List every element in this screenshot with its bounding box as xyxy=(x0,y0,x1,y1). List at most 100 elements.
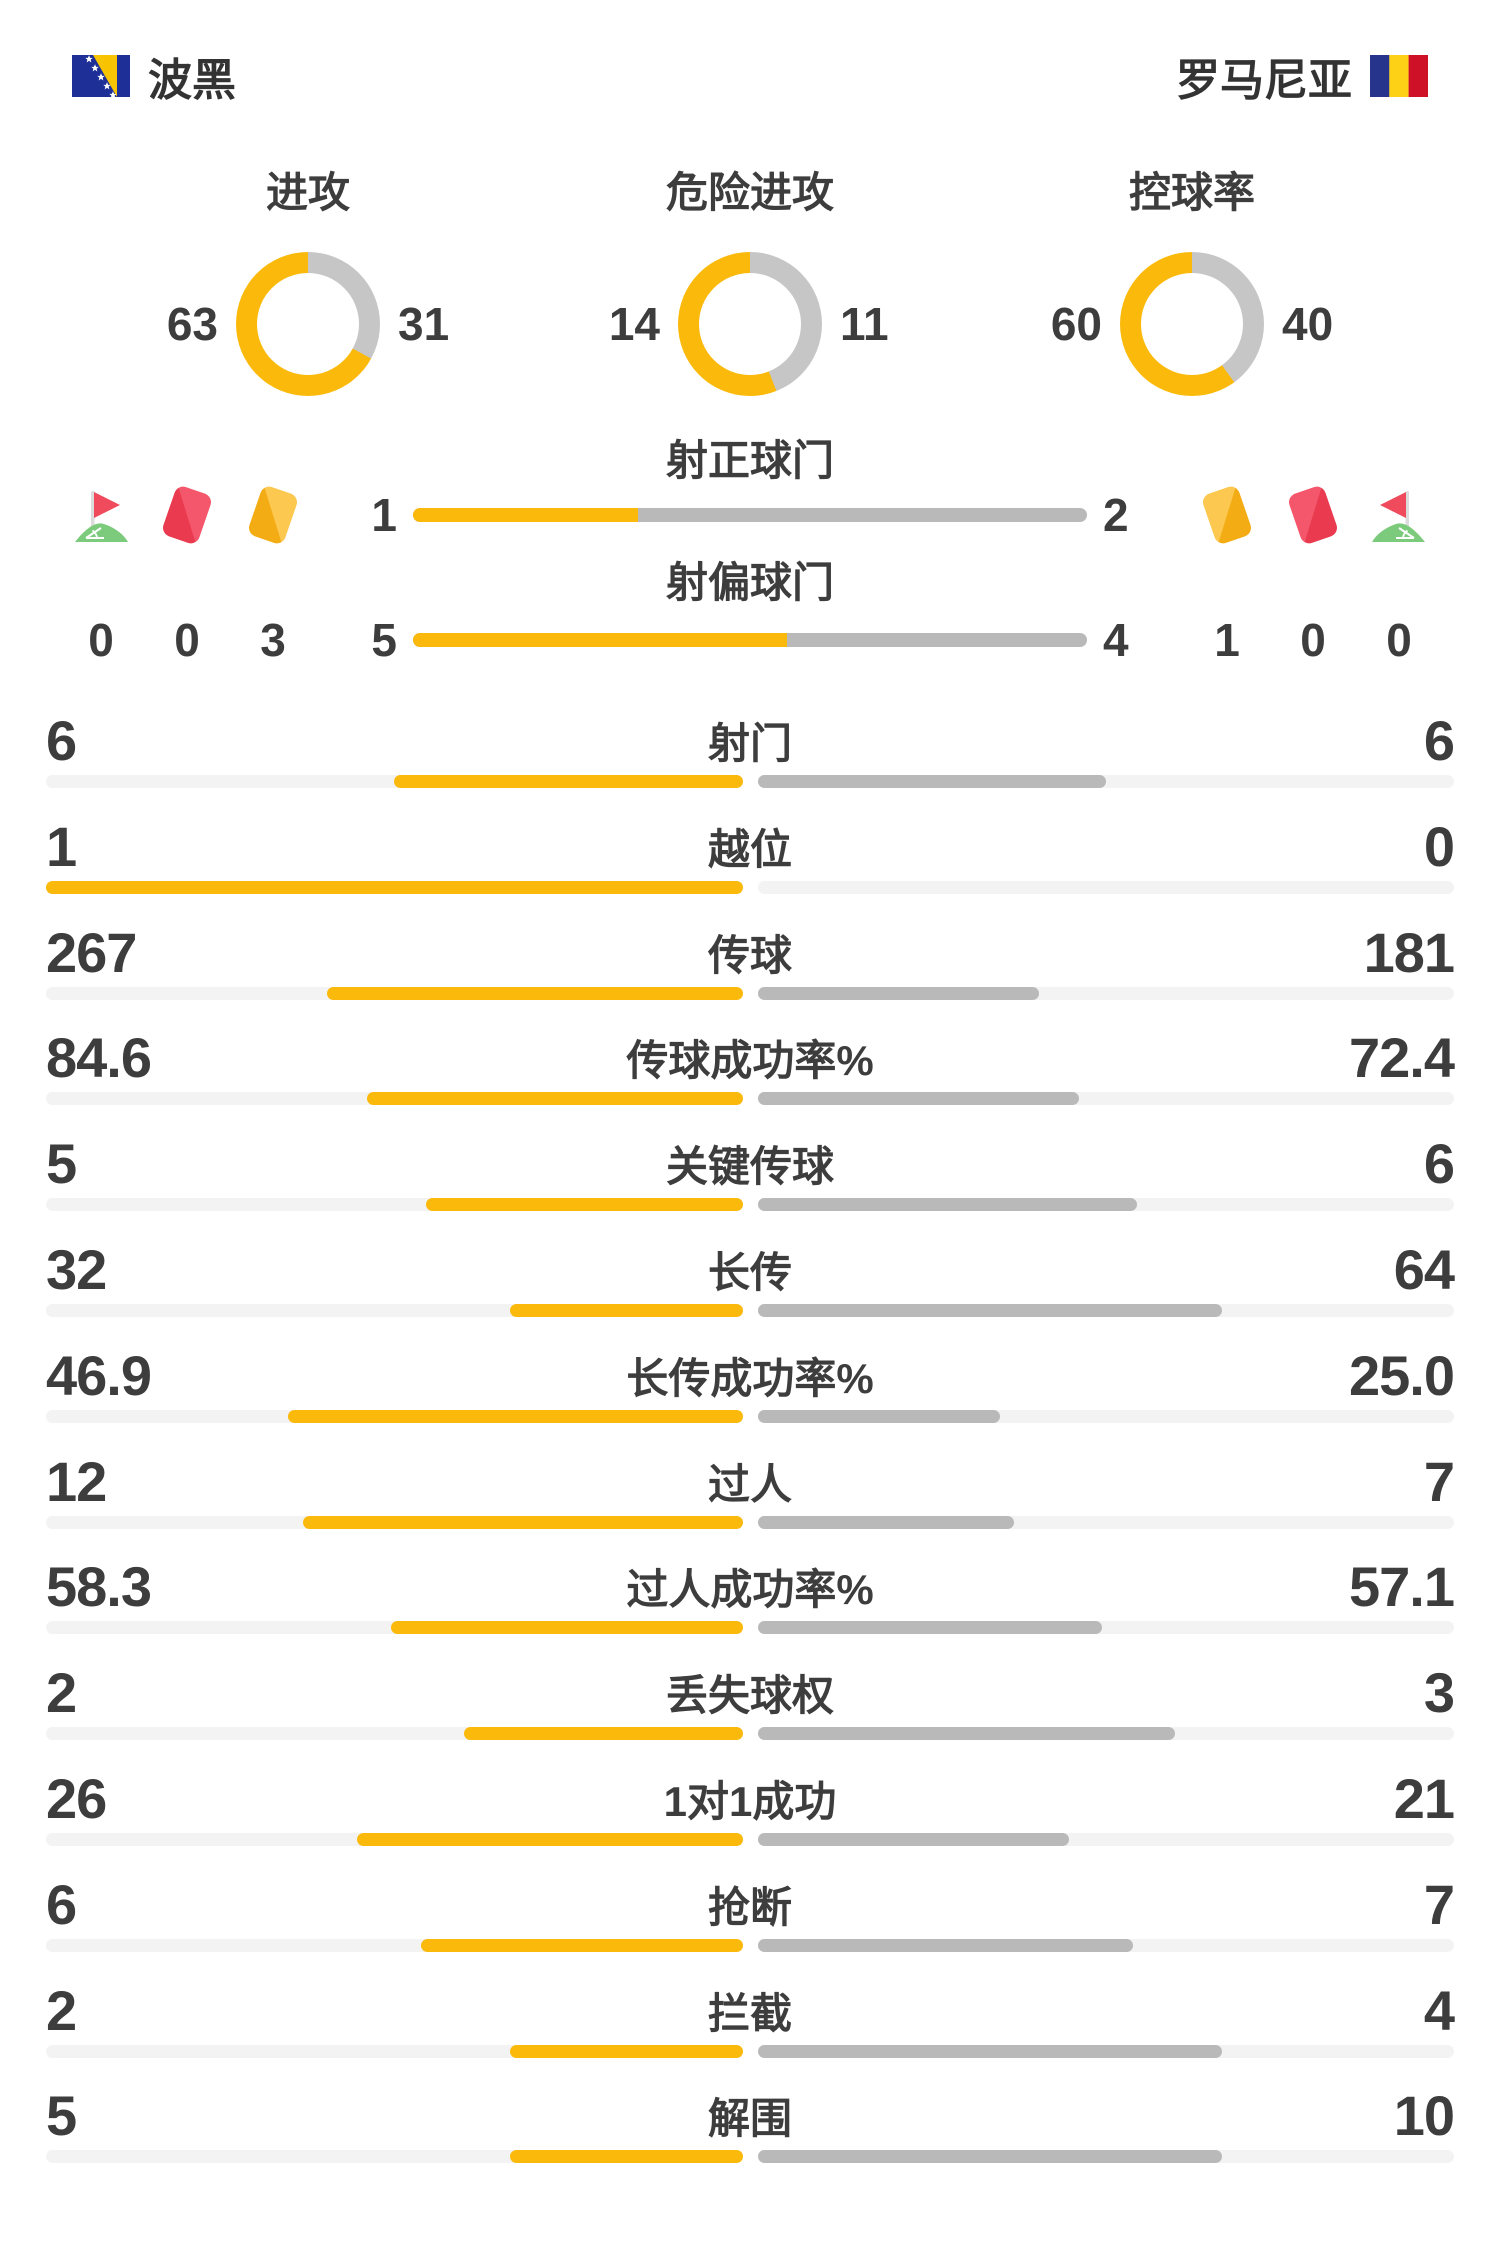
stat-bar-home-fill xyxy=(367,1092,743,1106)
shots-off-target-home: 5 xyxy=(371,614,397,666)
stat-away-value: 3 xyxy=(1423,1661,1455,1725)
stat-bar-away-track xyxy=(757,775,1454,788)
away-team-name: 罗马尼亚 xyxy=(1176,56,1352,105)
stat-bar-home-fill xyxy=(288,1409,743,1423)
card-count: 3 xyxy=(260,614,286,666)
stat-bar-home-fill xyxy=(510,2150,743,2164)
donut-away-value: 40 xyxy=(1282,298,1334,350)
stat-row: 1 越位 0 xyxy=(46,812,1455,918)
stat-label: 越位 xyxy=(707,825,792,873)
stat-home-value: 6 xyxy=(46,1872,77,1936)
card-count: 0 xyxy=(1386,614,1412,666)
donut-home-value: 60 xyxy=(1050,298,1102,350)
stat-away-value: 4 xyxy=(1423,1978,1455,2042)
stat-row: 2 丢失球权 3 xyxy=(46,1658,1455,1764)
stat-away-value: 7 xyxy=(1423,1449,1455,1513)
donut-chart xyxy=(678,252,822,396)
stat-bar-away-track xyxy=(757,1198,1454,1212)
stat-bar-home-track xyxy=(46,880,743,894)
stat-bar-away-track xyxy=(757,986,1454,1000)
shots-on-target-title: 射正球门 xyxy=(665,437,834,484)
home-discipline-icons xyxy=(72,484,302,546)
stat-label: 丢失球权 xyxy=(665,1672,834,1720)
stat-home-value: 12 xyxy=(46,1449,107,1513)
shots-section: 射正球门 1 2 xyxy=(0,438,1500,666)
red-card-icon xyxy=(1284,484,1342,546)
stat-bar-away-track xyxy=(757,1092,1454,1106)
donut-label: 危险进攻 xyxy=(665,169,834,216)
stat-row: 12 过人 7 xyxy=(46,1447,1455,1553)
stat-bar-home-track xyxy=(46,1303,743,1317)
donut-group: 控球率 60 40 xyxy=(1016,170,1368,396)
stat-bar-away-fill xyxy=(757,1832,1069,1846)
stat-label: 过人成功率% xyxy=(626,1566,874,1614)
stat-bar-home-track xyxy=(46,986,743,1000)
stat-label: 过人 xyxy=(707,1460,792,1508)
stat-label: 拦截 xyxy=(707,1989,792,2037)
stat-bar-home-track xyxy=(46,1092,743,1106)
stat-row: 267 传球 181 xyxy=(46,918,1455,1024)
stat-bar xyxy=(46,2044,1454,2058)
stat-bar-home-fill xyxy=(357,1832,743,1846)
stat-bar-home-track xyxy=(46,1621,743,1635)
stat-home-value: 58.3 xyxy=(46,1555,152,1619)
away-discipline-icons xyxy=(1198,484,1428,546)
stat-home-value: 2 xyxy=(46,1978,77,2042)
stat-home-value: 46.9 xyxy=(46,1343,152,1407)
shots-off-target-away: 4 xyxy=(1103,614,1129,666)
shots-off-target-bar-home xyxy=(413,633,788,647)
stat-bar-home-track xyxy=(46,1938,743,1952)
stat-away-value: 10 xyxy=(1393,2084,1455,2148)
stat-label: 解围 xyxy=(707,2095,792,2143)
shots-on-target-home: 1 xyxy=(371,489,397,541)
stat-bar-home-fill xyxy=(510,2044,743,2058)
stat-bar-away-track xyxy=(757,1303,1454,1317)
stat-away-value: 25.0 xyxy=(1349,1343,1455,1407)
stat-bar-home-track xyxy=(46,1832,743,1846)
stat-row: 26 1对1成功 21 xyxy=(46,1764,1455,1870)
donut-section: 进攻 63 31 危险进攻 14 11 控球率 60 40 xyxy=(0,170,1500,396)
stat-away-value: 6 xyxy=(1423,1132,1455,1196)
away-discipline-counts: 1 0 0 xyxy=(1198,613,1428,667)
corner-flag-icon xyxy=(1370,484,1428,546)
stat-row: 46.9 长传成功率% 25.0 xyxy=(46,1341,1455,1447)
shots-off-target-bar xyxy=(413,633,1087,647)
home-discipline-counts: 0 0 3 xyxy=(72,613,302,667)
home-team-name: 波黑 xyxy=(148,56,236,105)
stat-label: 抢断 xyxy=(707,1883,792,1931)
stat-away-value: 64 xyxy=(1393,1237,1455,1301)
stat-home-value: 6 xyxy=(46,709,77,772)
stat-label: 关键传球 xyxy=(665,1143,834,1191)
stat-bar xyxy=(46,1832,1454,1846)
stat-bar-home-fill xyxy=(327,986,743,1000)
stat-bar-home-track xyxy=(46,1727,743,1741)
stat-bar-away-track xyxy=(757,1938,1454,1952)
donut-chart xyxy=(236,252,380,396)
stat-bar-home-track xyxy=(46,775,743,788)
card-count: 1 xyxy=(1214,614,1240,666)
stat-row: 2 拦截 4 xyxy=(46,1976,1455,2082)
stat-bar-away-fill xyxy=(757,1303,1222,1317)
stat-label: 传球 xyxy=(707,931,792,979)
stat-row: 84.6 传球成功率% 72.4 xyxy=(46,1023,1455,1129)
donut-chart xyxy=(1120,252,1264,396)
stat-home-value: 84.6 xyxy=(46,1026,152,1090)
stat-home-value: 267 xyxy=(46,920,137,984)
stat-away-value: 57.1 xyxy=(1349,1555,1455,1619)
donut-away-value: 31 xyxy=(398,298,450,350)
stat-label: 长传 xyxy=(707,1248,792,1296)
stat-bar xyxy=(46,1621,1454,1635)
stat-bar-away-track xyxy=(757,880,1454,894)
stat-bar-away-fill xyxy=(757,1409,1000,1423)
stat-row: 58.3 过人成功率% 57.1 xyxy=(46,1552,1455,1658)
stat-home-value: 32 xyxy=(46,1237,107,1301)
donut-away-value: 11 xyxy=(840,298,889,350)
stat-away-value: 72.4 xyxy=(1349,1026,1455,1090)
stat-bar-home-track xyxy=(46,1409,743,1423)
stat-bar-away-fill xyxy=(757,1198,1138,1212)
stat-label: 传球成功率% xyxy=(626,1037,874,1085)
stat-away-value: 7 xyxy=(1423,1872,1455,1936)
donut-group: 进攻 63 31 xyxy=(132,170,484,396)
stat-label: 射门 xyxy=(707,720,792,767)
